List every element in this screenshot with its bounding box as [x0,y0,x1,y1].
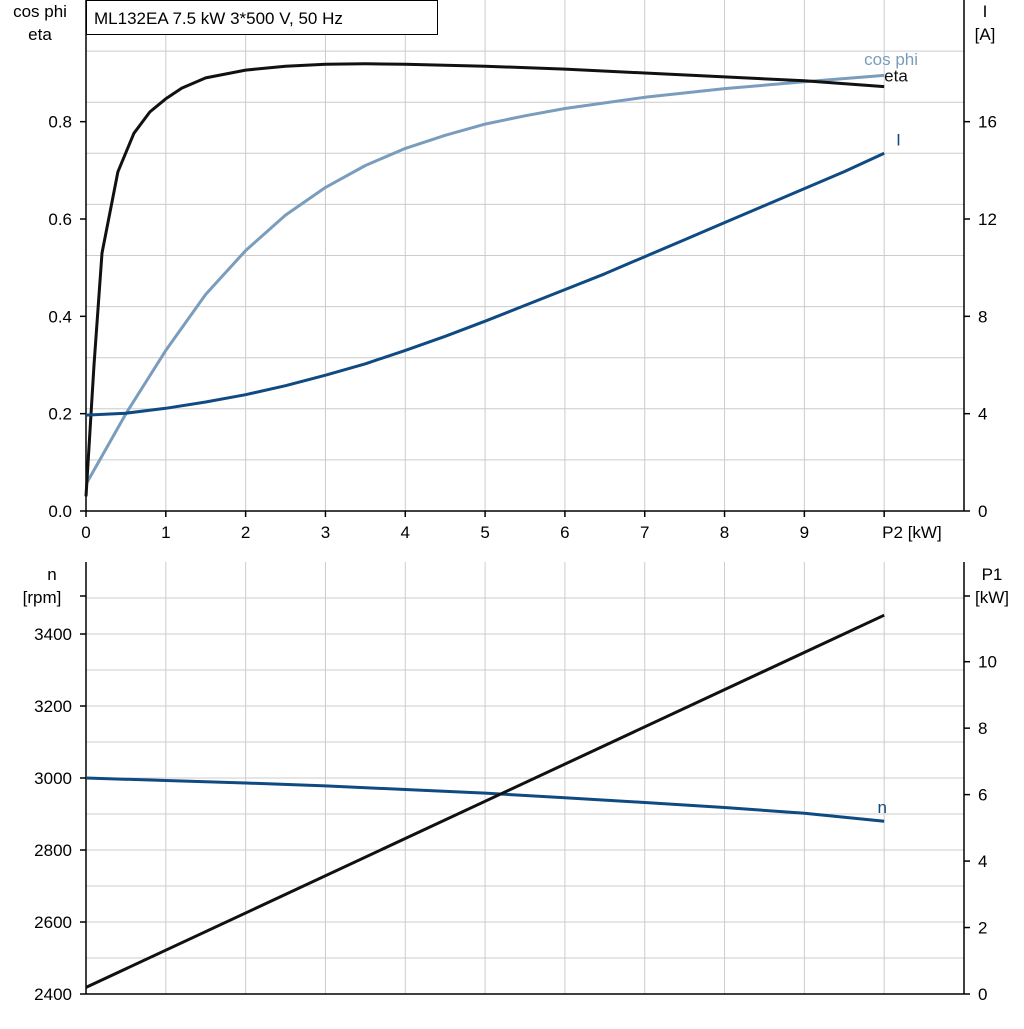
x-tick-label: 1 [161,523,170,542]
y-left-label-line2: [rpm] [23,588,62,607]
y-left-label: n [47,565,56,584]
series-cos-phi-line [84,73,885,485]
y-left-tick-label: 0.6 [48,210,72,229]
y-left-tick-label: 0.4 [48,307,72,326]
y-right-tick-label: 0 [978,502,987,521]
x-tick-label: 6 [560,523,569,542]
series-label-cos-phi: cos phi [864,50,918,69]
y-right-tick-label: 8 [978,307,987,326]
series-label-n: n [877,798,886,817]
x-axis-label: P2 [kW] [882,523,942,542]
x-tick-label: 2 [241,523,250,542]
y-left-tick-label: 2800 [34,841,72,860]
y-left-tick-label: 0.0 [48,502,72,521]
series-p1-line [85,613,885,989]
y-left-tick-label: 3200 [34,697,72,716]
series-label-eta: eta [884,67,908,86]
series-label-i: I [896,130,901,149]
series-n-line [85,776,885,823]
y-right-tick-label: 2 [978,919,987,938]
x-tick-label: 4 [401,523,410,542]
x-tick-label: 8 [720,523,729,542]
y-left-label-line2: eta [28,25,52,44]
y-right-tick-label: 12 [978,210,997,229]
x-tick-label: 9 [800,523,809,542]
y-right-tick-label: 6 [978,786,987,805]
x-tick-label: 3 [321,523,330,542]
y-left-tick-label: 2600 [34,913,72,932]
series-i-line [85,151,885,417]
x-tick-label: 5 [480,523,489,542]
y-left-tick-label: 0.2 [48,405,72,424]
y-left-label: cos phi [13,2,67,21]
x-tick-label: 7 [640,523,649,542]
y-left-tick-label: 0.8 [48,113,72,132]
grid-bottom [85,562,965,995]
series-eta-line [84,62,885,497]
y-left-tick-label: 3000 [34,769,72,788]
y-right-tick-label: 10 [978,653,997,672]
y-right-label-line2: [kW] [975,588,1009,607]
y-right-tick-label: 16 [978,113,997,132]
y-right-tick-label: 0 [978,985,987,1004]
y-right-label: I [983,2,988,21]
y-right-tick-label: 4 [978,405,987,424]
y-right-tick-label: 8 [978,719,987,738]
y-right-tick-label: 4 [978,852,987,871]
title-box [86,0,438,35]
y-right-label-line2: [A] [975,25,996,44]
y-right-label: P1 [982,565,1003,584]
y-left-tick-label: 3400 [34,625,72,644]
y-left-tick-label: 2400 [34,985,72,1004]
chart-title: ML132EA 7.5 kW 3*500 V, 50 Hz [94,9,343,28]
x-tick-label: 0 [81,523,90,542]
